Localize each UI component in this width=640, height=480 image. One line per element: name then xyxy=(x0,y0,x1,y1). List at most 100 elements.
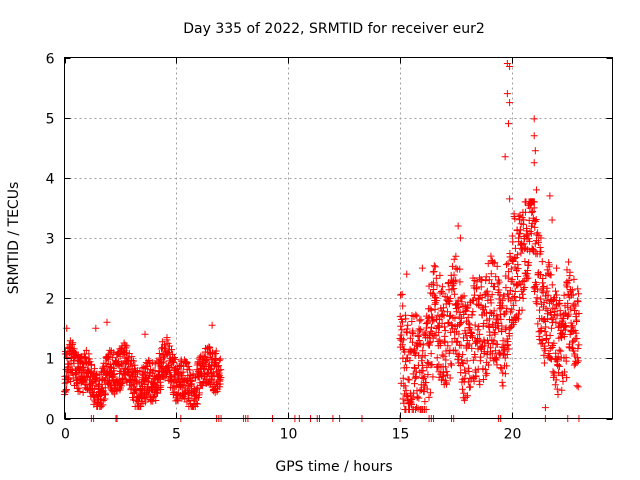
data-point xyxy=(443,293,451,301)
data-point xyxy=(487,344,495,352)
data-point xyxy=(505,332,513,340)
data-point xyxy=(416,387,424,395)
data-point xyxy=(433,281,441,289)
data-point xyxy=(426,339,434,347)
data-point xyxy=(537,326,545,334)
data-point xyxy=(430,331,438,339)
data-point xyxy=(543,266,551,274)
data-point xyxy=(485,276,493,284)
data-point xyxy=(521,283,529,291)
data-point xyxy=(504,120,512,128)
data-point xyxy=(409,330,417,338)
data-point xyxy=(565,276,573,284)
data-point xyxy=(101,395,109,403)
data-point xyxy=(438,351,446,359)
data-point xyxy=(179,368,187,376)
data-point xyxy=(401,382,409,390)
data-point xyxy=(478,276,486,284)
data-point xyxy=(494,280,502,288)
data-point xyxy=(488,350,496,358)
data-point xyxy=(451,334,459,342)
data-point xyxy=(168,376,176,384)
data-point xyxy=(498,322,506,330)
data-point xyxy=(504,274,512,282)
data-point xyxy=(460,311,468,319)
data-point xyxy=(421,352,429,360)
data-point xyxy=(461,366,469,374)
data-point xyxy=(495,286,503,294)
data-point xyxy=(503,90,511,98)
data-point xyxy=(101,384,109,392)
data-point xyxy=(452,276,460,284)
data-point xyxy=(557,347,565,355)
data-point xyxy=(490,337,498,345)
data-point xyxy=(468,344,476,352)
data-point xyxy=(88,360,96,368)
data-point xyxy=(485,361,493,369)
data-point xyxy=(397,322,405,330)
data-point xyxy=(216,355,224,363)
data-point xyxy=(421,398,429,406)
data-point xyxy=(475,377,483,385)
data-point xyxy=(511,287,519,295)
data-point xyxy=(459,351,467,359)
data-point xyxy=(411,380,419,388)
data-point xyxy=(441,323,449,331)
data-point xyxy=(458,385,466,393)
data-point xyxy=(454,303,462,311)
data-point xyxy=(116,352,124,360)
data-point xyxy=(173,391,181,399)
data-point xyxy=(530,198,538,206)
data-point xyxy=(514,272,522,280)
data-point xyxy=(575,290,583,298)
data-point xyxy=(450,255,458,263)
data-point xyxy=(424,318,432,326)
data-point xyxy=(515,279,523,287)
data-point xyxy=(176,361,184,369)
data-point xyxy=(570,347,578,355)
data-point xyxy=(409,338,417,346)
data-point xyxy=(454,337,462,345)
data-point xyxy=(537,234,545,242)
data-point xyxy=(99,396,107,404)
data-point xyxy=(110,371,118,379)
data-point xyxy=(438,283,446,291)
data-point xyxy=(448,262,456,270)
data-point xyxy=(433,354,441,362)
data-point xyxy=(541,404,549,412)
data-point xyxy=(477,353,485,361)
data-point xyxy=(118,379,126,387)
data-point xyxy=(188,377,196,385)
data-point xyxy=(430,285,438,293)
data-point xyxy=(475,295,483,303)
data-point xyxy=(491,330,499,338)
data-point xyxy=(556,299,564,307)
data-point xyxy=(549,368,557,376)
data-point xyxy=(538,258,546,266)
data-point xyxy=(532,215,540,223)
data-point xyxy=(526,237,534,245)
data-point xyxy=(519,294,527,302)
data-point xyxy=(573,316,581,324)
data-point xyxy=(516,293,524,301)
data-point xyxy=(534,320,542,328)
data-point xyxy=(574,345,582,353)
data-point xyxy=(193,385,201,393)
data-point xyxy=(70,359,78,367)
data-point xyxy=(448,361,456,369)
data-point xyxy=(104,356,112,364)
data-point xyxy=(507,265,515,273)
data-point xyxy=(174,397,182,405)
data-point xyxy=(551,381,559,389)
data-point xyxy=(491,355,499,363)
data-point xyxy=(555,300,563,308)
data-point xyxy=(419,361,427,369)
data-point xyxy=(510,255,518,263)
data-point xyxy=(195,389,203,397)
data-point xyxy=(484,292,492,300)
data-point xyxy=(536,270,544,278)
data-point xyxy=(415,394,423,402)
data-point xyxy=(501,153,509,161)
data-point xyxy=(531,240,539,248)
data-point xyxy=(458,359,466,367)
